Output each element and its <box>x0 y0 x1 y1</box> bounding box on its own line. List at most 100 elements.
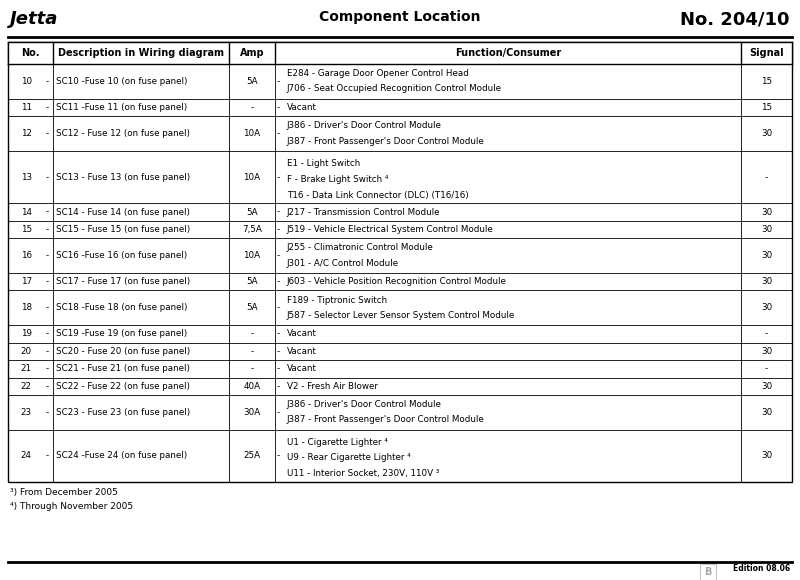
Bar <box>8 42 792 64</box>
Text: Vacant: Vacant <box>286 347 317 356</box>
Text: -: - <box>46 173 49 182</box>
Text: 18: 18 <box>21 303 32 313</box>
Text: -: - <box>46 451 49 461</box>
Text: No.: No. <box>21 48 39 58</box>
Text: Vacant: Vacant <box>286 329 317 339</box>
Text: 5A: 5A <box>246 77 258 86</box>
Text: 16: 16 <box>21 251 32 260</box>
Text: No. 204/10: No. 204/10 <box>681 10 790 28</box>
Text: T16 - Data Link Connector (DLC) (T16/16): T16 - Data Link Connector (DLC) (T16/16) <box>286 191 468 200</box>
Text: 30: 30 <box>761 251 772 260</box>
Text: 30: 30 <box>761 225 772 234</box>
Text: 30: 30 <box>761 408 772 417</box>
Bar <box>8 42 792 482</box>
Text: -: - <box>765 173 768 182</box>
Text: -: - <box>46 251 49 260</box>
Text: 11: 11 <box>21 103 32 112</box>
Text: J386 - Driver's Door Control Module: J386 - Driver's Door Control Module <box>286 121 442 130</box>
Text: SC12 - Fuse 12 (on fuse panel): SC12 - Fuse 12 (on fuse panel) <box>56 129 190 138</box>
Text: J519 - Vehicle Electrical System Control Module: J519 - Vehicle Electrical System Control… <box>286 225 494 234</box>
Text: U11 - Interior Socket, 230V, 110V ³: U11 - Interior Socket, 230V, 110V ³ <box>286 469 439 478</box>
Text: -: - <box>46 208 49 216</box>
Text: B: B <box>704 567 712 577</box>
Text: 10A: 10A <box>243 251 260 260</box>
Text: -: - <box>277 329 280 339</box>
Text: 23: 23 <box>21 408 32 417</box>
Text: Amp: Amp <box>239 48 264 58</box>
Text: -: - <box>250 347 254 356</box>
Text: -: - <box>277 225 280 234</box>
Text: 10A: 10A <box>243 129 260 138</box>
Text: SC13 - Fuse 13 (on fuse panel): SC13 - Fuse 13 (on fuse panel) <box>56 173 190 182</box>
Text: SC14 - Fuse 14 (on fuse panel): SC14 - Fuse 14 (on fuse panel) <box>56 208 190 216</box>
Text: -: - <box>277 303 280 313</box>
Text: 21: 21 <box>21 364 32 374</box>
Text: -: - <box>277 347 280 356</box>
Text: 30: 30 <box>761 451 772 461</box>
Text: 15: 15 <box>761 103 772 112</box>
Text: SC22 - Fuse 22 (on fuse panel): SC22 - Fuse 22 (on fuse panel) <box>56 382 190 391</box>
Text: SC16 -Fuse 16 (on fuse panel): SC16 -Fuse 16 (on fuse panel) <box>56 251 187 260</box>
Text: J706 - Seat Occupied Recognition Control Module: J706 - Seat Occupied Recognition Control… <box>286 84 502 93</box>
Text: F189 - Tiptronic Switch: F189 - Tiptronic Switch <box>286 296 386 304</box>
Text: 24: 24 <box>21 451 32 461</box>
Text: J387 - Front Passenger's Door Control Module: J387 - Front Passenger's Door Control Mo… <box>286 415 484 425</box>
Text: SC18 -Fuse 18 (on fuse panel): SC18 -Fuse 18 (on fuse panel) <box>56 303 187 313</box>
Text: SC17 - Fuse 17 (on fuse panel): SC17 - Fuse 17 (on fuse panel) <box>56 277 190 286</box>
Text: -: - <box>46 277 49 286</box>
Text: -: - <box>277 364 280 374</box>
Text: -: - <box>46 329 49 339</box>
Text: 5A: 5A <box>246 303 258 313</box>
Text: J603 - Vehicle Position Recognition Control Module: J603 - Vehicle Position Recognition Cont… <box>286 277 506 286</box>
Text: J301 - A/C Control Module: J301 - A/C Control Module <box>286 259 398 267</box>
Text: SC21 - Fuse 21 (on fuse panel): SC21 - Fuse 21 (on fuse panel) <box>56 364 190 374</box>
Text: 30: 30 <box>761 382 772 391</box>
Text: -: - <box>277 451 280 461</box>
Text: -: - <box>277 208 280 216</box>
Text: 30: 30 <box>761 277 772 286</box>
Bar <box>700 564 716 580</box>
Text: 7,5A: 7,5A <box>242 225 262 234</box>
Text: SC19 -Fuse 19 (on fuse panel): SC19 -Fuse 19 (on fuse panel) <box>56 329 187 339</box>
Text: 5A: 5A <box>246 208 258 216</box>
Text: F - Brake Light Switch ⁴: F - Brake Light Switch ⁴ <box>286 175 388 184</box>
Text: J386 - Driver's Door Control Module: J386 - Driver's Door Control Module <box>286 400 442 409</box>
Text: 19: 19 <box>21 329 32 339</box>
Text: U1 - Cigarette Lighter ⁴: U1 - Cigarette Lighter ⁴ <box>286 437 387 447</box>
Text: ⁴) Through November 2005: ⁴) Through November 2005 <box>10 502 133 511</box>
Text: SC20 - Fuse 20 (on fuse panel): SC20 - Fuse 20 (on fuse panel) <box>56 347 190 356</box>
Text: 15: 15 <box>21 225 32 234</box>
Text: 12: 12 <box>21 129 32 138</box>
Text: 30: 30 <box>761 129 772 138</box>
Text: -: - <box>46 303 49 313</box>
Text: -: - <box>277 408 280 417</box>
Text: U9 - Rear Cigarette Lighter ⁴: U9 - Rear Cigarette Lighter ⁴ <box>286 454 410 462</box>
Text: Description in Wiring diagram: Description in Wiring diagram <box>58 48 224 58</box>
Text: 10: 10 <box>21 77 32 86</box>
Text: 30: 30 <box>761 208 772 216</box>
Text: -: - <box>277 129 280 138</box>
Text: -: - <box>277 251 280 260</box>
Text: -: - <box>277 77 280 86</box>
Text: Signal: Signal <box>750 48 784 58</box>
Text: Edition 08.06: Edition 08.06 <box>733 564 790 573</box>
Text: 22: 22 <box>21 382 32 391</box>
Text: -: - <box>46 129 49 138</box>
Text: -: - <box>46 347 49 356</box>
Text: 14: 14 <box>21 208 32 216</box>
Text: SC23 - Fuse 23 (on fuse panel): SC23 - Fuse 23 (on fuse panel) <box>56 408 190 417</box>
Text: -: - <box>46 77 49 86</box>
Text: Jetta: Jetta <box>10 10 58 28</box>
Text: 13: 13 <box>21 173 32 182</box>
Text: 25A: 25A <box>243 451 260 461</box>
Text: -: - <box>46 364 49 374</box>
Text: -: - <box>277 173 280 182</box>
Text: -: - <box>46 382 49 391</box>
Text: SC24 -Fuse 24 (on fuse panel): SC24 -Fuse 24 (on fuse panel) <box>56 451 187 461</box>
Text: -: - <box>250 364 254 374</box>
Text: Vacant: Vacant <box>286 103 317 112</box>
Text: 15: 15 <box>761 77 772 86</box>
Text: -: - <box>765 364 768 374</box>
Text: J587 - Selector Lever Sensor System Control Module: J587 - Selector Lever Sensor System Cont… <box>286 311 515 320</box>
Text: J217 - Transmission Control Module: J217 - Transmission Control Module <box>286 208 440 216</box>
